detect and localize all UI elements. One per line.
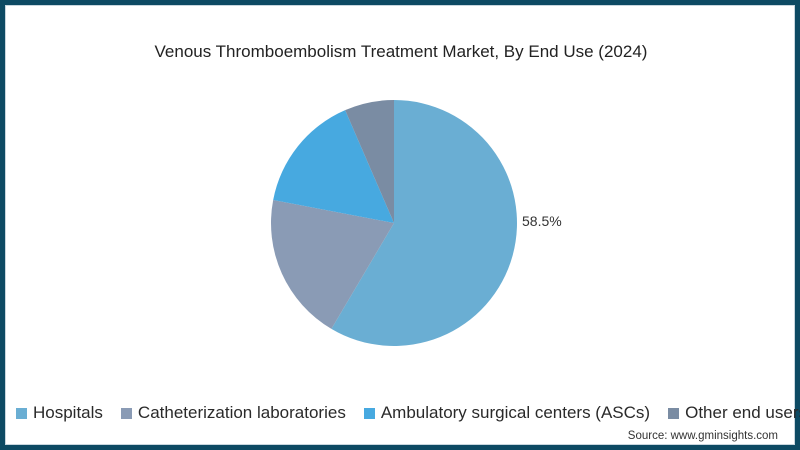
legend: Hospitals Catheterization laboratories A… <box>16 403 800 423</box>
legend-item-hospitals: Hospitals <box>16 403 103 423</box>
pie-slice-1 <box>271 199 394 329</box>
legend-swatch <box>16 407 27 419</box>
pie-slice-0 <box>331 100 517 347</box>
legend-item-cath-labs: Catheterization laboratories <box>120 403 346 423</box>
legend-swatch <box>668 407 680 419</box>
legend-item-ascs: Ambulatory surgical centers (ASCs) <box>363 403 650 423</box>
pie-slice-3 <box>345 100 394 223</box>
data-label-hospitals: 58.5% <box>522 213 562 229</box>
pie-slice-2 <box>273 110 394 223</box>
legend-swatch <box>120 407 132 419</box>
legend-item-other: Other end users <box>668 403 800 423</box>
legend-swatch <box>363 407 375 419</box>
chart-frame: Venous Thromboembolism Treatment Market,… <box>5 5 800 445</box>
pie-chart <box>271 100 517 347</box>
chart-title: Venous Thromboembolism Treatment Market,… <box>154 42 648 61</box>
source-note: Source: www.gminsights.com <box>627 430 778 442</box>
